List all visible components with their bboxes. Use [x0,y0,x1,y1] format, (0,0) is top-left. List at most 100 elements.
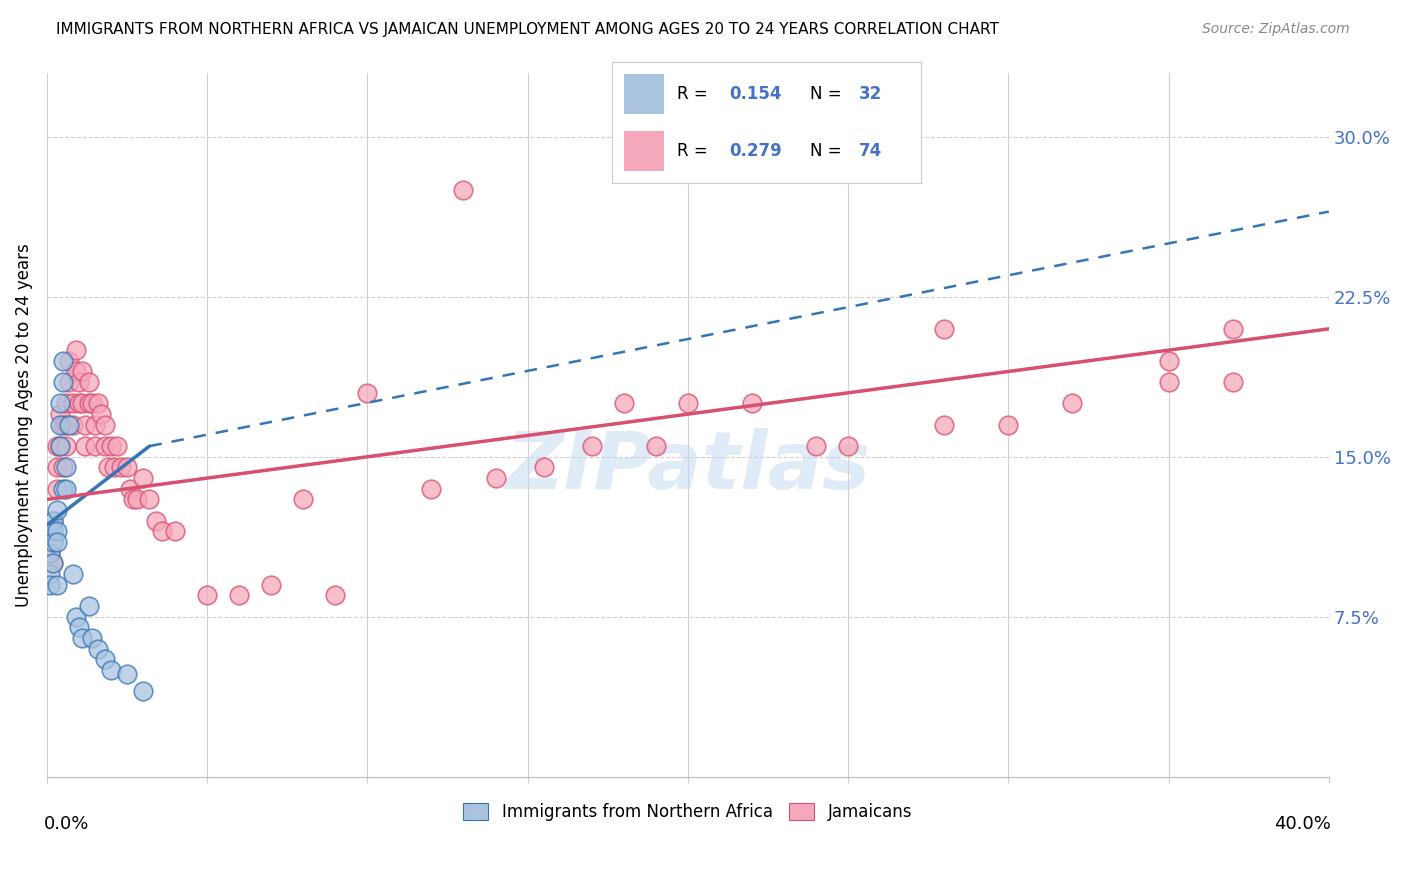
Point [67,375,90,389]
Point [45,578,67,592]
Point [1157,375,1180,389]
Point [62,396,84,410]
Point [484,471,506,485]
Point [48,407,70,421]
Point [93,417,115,432]
Point [581,439,603,453]
Point [45,482,67,496]
Point [228,588,250,602]
Point [1222,375,1244,389]
Point [97,460,120,475]
Point [48,417,70,432]
Point [115,460,138,475]
Point [42,557,65,571]
Point [87,396,110,410]
Point [55,439,77,453]
Point [48,439,70,453]
Point [52,460,75,475]
Point [39,546,62,560]
Point [420,482,443,496]
Point [356,385,378,400]
Text: ZIPatlas: ZIPatlas [505,428,870,506]
Point [52,417,75,432]
Point [70,631,93,645]
Point [837,439,859,453]
Point [804,439,827,453]
Point [48,439,70,453]
Text: 0.154: 0.154 [730,86,782,103]
Point [80,631,103,645]
Point [62,417,84,432]
Point [87,641,110,656]
Point [42,524,65,539]
Point [77,375,100,389]
Point [150,524,173,539]
Point [132,684,155,698]
Point [260,578,283,592]
Legend: Immigrants from Northern Africa, Jamaicans: Immigrants from Northern Africa, Jamaica… [457,797,920,828]
Point [65,609,87,624]
Point [42,514,65,528]
Point [934,417,956,432]
Point [70,396,93,410]
Point [55,482,77,496]
Point [93,439,115,453]
Point [39,578,62,592]
Point [42,557,65,571]
Point [70,364,93,378]
Point [103,460,125,475]
Text: IMMIGRANTS FROM NORTHERN AFRICA VS JAMAICAN UNEMPLOYMENT AMONG AGES 20 TO 24 YEA: IMMIGRANTS FROM NORTHERN AFRICA VS JAMAI… [56,22,1000,37]
Point [613,396,636,410]
Point [934,322,956,336]
Point [45,460,67,475]
Text: N =: N = [810,86,846,103]
Point [77,396,100,410]
Point [45,535,67,549]
Point [39,546,62,560]
Point [75,417,97,432]
Point [75,439,97,453]
Point [110,460,132,475]
Point [58,375,80,389]
Point [676,396,699,410]
Point [39,567,62,582]
Point [93,652,115,666]
Point [84,417,107,432]
Point [77,599,100,613]
Point [45,524,67,539]
Point [55,396,77,410]
Point [195,588,218,602]
Point [105,439,128,453]
Point [125,492,148,507]
Point [80,396,103,410]
Point [42,535,65,549]
Point [90,407,112,421]
Point [138,492,160,507]
Point [42,514,65,528]
Text: 0.0%: 0.0% [45,815,90,833]
Point [84,439,107,453]
Point [48,396,70,410]
Point [55,417,77,432]
Y-axis label: Unemployment Among Ages 20 to 24 years: Unemployment Among Ages 20 to 24 years [15,243,32,607]
Point [145,514,167,528]
Text: 74: 74 [859,142,883,160]
Point [67,620,90,634]
Point [45,503,67,517]
Point [132,471,155,485]
Point [100,439,122,453]
Point [62,567,84,582]
Text: R =: R = [676,86,713,103]
Point [120,482,142,496]
Point [1222,322,1244,336]
Point [533,460,555,475]
Point [741,396,763,410]
Point [45,439,67,453]
Point [39,524,62,539]
Point [453,183,475,197]
Point [39,524,62,539]
Text: 40.0%: 40.0% [1274,815,1331,833]
Point [292,492,315,507]
Point [100,663,122,677]
Point [165,524,187,539]
